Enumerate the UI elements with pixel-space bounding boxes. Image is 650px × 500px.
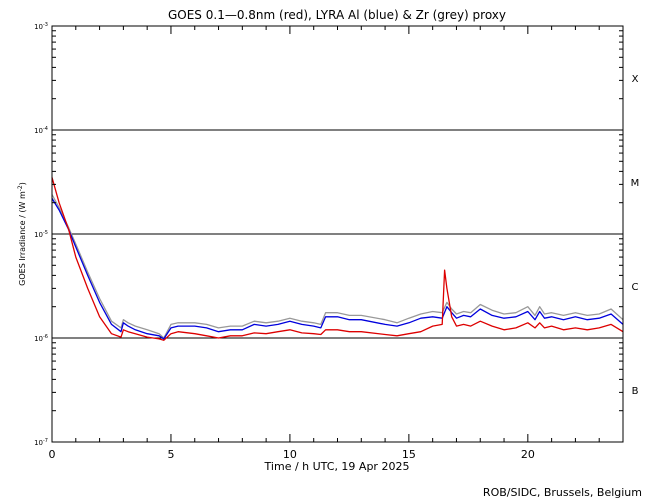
y-tick-label-1: 10-4: [34, 126, 48, 135]
credit-text: ROB/SIDC, Brussels, Belgium: [483, 486, 642, 499]
y-axis-label: GOES Irradiance / (W m-2): [17, 182, 28, 286]
y-tick-label-3: 10-6: [34, 334, 48, 343]
flare-class-label-m: M: [631, 178, 640, 189]
x-tick-label-1: 5: [167, 448, 174, 461]
x-tick-label-2: 10: [283, 448, 297, 461]
x-tick-label-0: 0: [49, 448, 56, 461]
series-line-0: [51, 194, 624, 339]
flare-class-label-x: X: [632, 74, 639, 85]
flare-class-label-b: B: [632, 386, 639, 397]
series-line-2: [51, 177, 624, 341]
y-tick-label-4: 10-7: [34, 438, 48, 447]
x-tick-label-4: 20: [521, 448, 535, 461]
x-tick-label-3: 15: [402, 448, 416, 461]
y-tick-label-2: 10-5: [34, 230, 48, 239]
flare-class-label-c: C: [632, 282, 639, 293]
chart-title: GOES 0.1—0.8nm (red), LYRA Al (blue) & Z…: [168, 8, 506, 22]
x-axis-label: Time / h UTC, 19 Apr 2025: [264, 460, 410, 473]
series-line-1: [51, 198, 624, 340]
y-tick-label-0: 10-3: [34, 22, 48, 31]
